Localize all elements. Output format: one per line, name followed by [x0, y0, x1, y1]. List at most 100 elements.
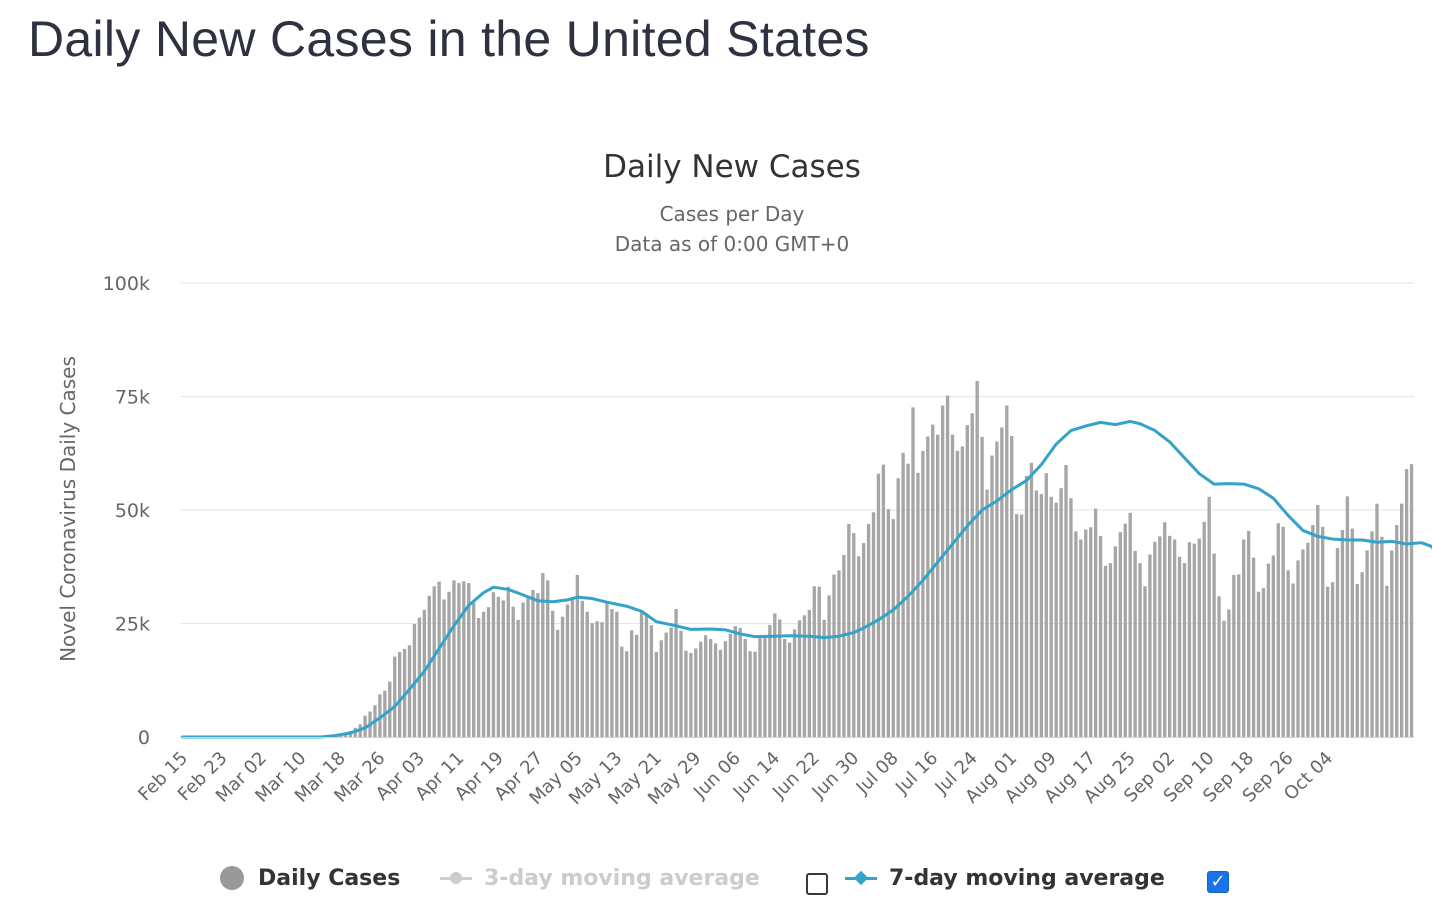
daily-cases-bar[interactable]: [1163, 522, 1167, 737]
daily-cases-bar[interactable]: [521, 602, 525, 737]
daily-cases-bar[interactable]: [896, 478, 900, 737]
daily-cases-bar[interactable]: [970, 413, 974, 737]
daily-cases-bar[interactable]: [575, 574, 580, 737]
daily-cases-bar[interactable]: [437, 581, 441, 737]
daily-cases-bar[interactable]: [763, 636, 767, 737]
daily-cases-bar[interactable]: [1271, 555, 1275, 737]
daily-cases-bar[interactable]: [1207, 496, 1211, 737]
daily-cases-bar[interactable]: [481, 611, 486, 737]
daily-cases-bar[interactable]: [950, 434, 955, 737]
daily-cases-bar[interactable]: [506, 586, 510, 737]
daily-cases-bar[interactable]: [738, 628, 742, 737]
daily-cases-bar[interactable]: [1217, 596, 1221, 737]
daily-cases-bar[interactable]: [1316, 505, 1320, 737]
daily-cases-bar[interactable]: [472, 602, 476, 737]
daily-cases-bar[interactable]: [832, 574, 836, 737]
daily-cases-bar[interactable]: [980, 436, 984, 737]
daily-cases-bar[interactable]: [758, 638, 762, 737]
daily-cases-bar[interactable]: [1014, 514, 1019, 737]
daily-cases-bar[interactable]: [728, 633, 733, 737]
daily-cases-bar[interactable]: [861, 543, 866, 737]
daily-cases-bar[interactable]: [1355, 584, 1359, 737]
daily-cases-bar[interactable]: [1202, 521, 1206, 737]
daily-cases-bar[interactable]: [1350, 528, 1354, 737]
daily-cases-bar[interactable]: [1222, 620, 1226, 737]
daily-cases-bar[interactable]: [501, 600, 505, 737]
daily-cases-bar[interactable]: [1227, 609, 1231, 737]
daily-cases-bar[interactable]: [625, 651, 629, 737]
daily-cases-bar[interactable]: [467, 583, 471, 737]
daily-cases-bar[interactable]: [605, 602, 609, 737]
daily-cases-bar[interactable]: [965, 425, 969, 737]
daily-cases-bar[interactable]: [674, 608, 678, 737]
daily-cases-bar[interactable]: [886, 509, 890, 737]
daily-cases-bar[interactable]: [595, 621, 599, 737]
daily-cases-bar[interactable]: [1291, 583, 1295, 737]
daily-cases-bar[interactable]: [1340, 529, 1345, 737]
daily-cases-bar[interactable]: [1276, 523, 1280, 737]
daily-cases-bar[interactable]: [1237, 574, 1241, 737]
checkbox-3-day-moving-average[interactable]: [806, 873, 828, 895]
daily-cases-bar[interactable]: [486, 607, 491, 737]
daily-cases-bar[interactable]: [936, 434, 940, 737]
daily-cases-bar[interactable]: [546, 580, 550, 737]
daily-cases-bar[interactable]: [1242, 539, 1246, 737]
daily-cases-bar[interactable]: [1266, 563, 1271, 737]
daily-cases-bar[interactable]: [1409, 464, 1414, 737]
daily-cases-bar[interactable]: [1296, 560, 1300, 737]
daily-cases-bar[interactable]: [541, 573, 545, 737]
daily-cases-bar[interactable]: [842, 554, 846, 737]
daily-cases-bar[interactable]: [1286, 570, 1290, 737]
daily-cases-bar[interactable]: [669, 627, 673, 737]
daily-cases-bar[interactable]: [1172, 539, 1177, 737]
daily-cases-bar[interactable]: [960, 446, 965, 737]
daily-cases-bar[interactable]: [649, 625, 654, 737]
daily-cases-bar[interactable]: [891, 519, 895, 737]
daily-cases-bar[interactable]: [945, 395, 950, 737]
daily-cases-bar[interactable]: [852, 533, 856, 737]
daily-cases-bar[interactable]: [462, 581, 466, 737]
legend-item-3-day-moving-average[interactable]: 3-day moving average: [440, 860, 760, 896]
daily-cases-bar[interactable]: [1128, 512, 1132, 737]
daily-cases-bar[interactable]: [787, 642, 792, 737]
daily-cases-bar[interactable]: [442, 599, 446, 737]
daily-cases-bar[interactable]: [876, 473, 881, 737]
daily-cases-bar[interactable]: [1345, 496, 1350, 737]
daily-cases-bar[interactable]: [1113, 546, 1118, 737]
daily-cases-bar[interactable]: [412, 623, 417, 737]
daily-cases-bar[interactable]: [940, 405, 945, 737]
daily-cases-bar[interactable]: [1261, 588, 1266, 737]
daily-cases-bar[interactable]: [881, 464, 886, 737]
daily-cases-bar[interactable]: [1093, 508, 1098, 737]
daily-cases-bar[interactable]: [1049, 496, 1053, 737]
daily-cases-bar[interactable]: [837, 570, 841, 737]
daily-cases-bar[interactable]: [906, 463, 910, 737]
daily-cases-bar[interactable]: [1321, 526, 1325, 737]
daily-cases-bar[interactable]: [921, 450, 925, 737]
daily-cases-bar[interactable]: [827, 595, 831, 737]
daily-cases-bar[interactable]: [664, 632, 668, 737]
daily-cases-bar[interactable]: [1153, 541, 1157, 737]
daily-cases-bar[interactable]: [807, 609, 812, 737]
daily-cases-bar[interactable]: [802, 615, 807, 737]
daily-cases-bar[interactable]: [452, 580, 456, 737]
daily-cases-bar[interactable]: [926, 436, 930, 737]
daily-cases-bar[interactable]: [778, 619, 782, 737]
daily-cases-bar[interactable]: [1010, 436, 1014, 737]
daily-cases-bar[interactable]: [911, 407, 915, 737]
daily-cases-bar[interactable]: [782, 638, 787, 737]
daily-cases-bar[interactable]: [1148, 554, 1152, 737]
daily-cases-bar[interactable]: [990, 455, 994, 737]
daily-cases-bar[interactable]: [570, 597, 575, 737]
daily-cases-bar[interactable]: [1000, 427, 1004, 737]
daily-cases-bar[interactable]: [491, 592, 496, 737]
daily-cases-bar[interactable]: [1311, 524, 1315, 737]
daily-cases-bar[interactable]: [1212, 553, 1216, 737]
daily-cases-bar[interactable]: [536, 593, 540, 737]
daily-cases-bar[interactable]: [773, 613, 777, 737]
daily-cases-bar[interactable]: [397, 652, 402, 737]
daily-cases-bar[interactable]: [1158, 536, 1162, 737]
daily-cases-bar[interactable]: [432, 586, 436, 737]
daily-cases-bar[interactable]: [1138, 563, 1142, 737]
daily-cases-bar[interactable]: [1306, 542, 1310, 737]
